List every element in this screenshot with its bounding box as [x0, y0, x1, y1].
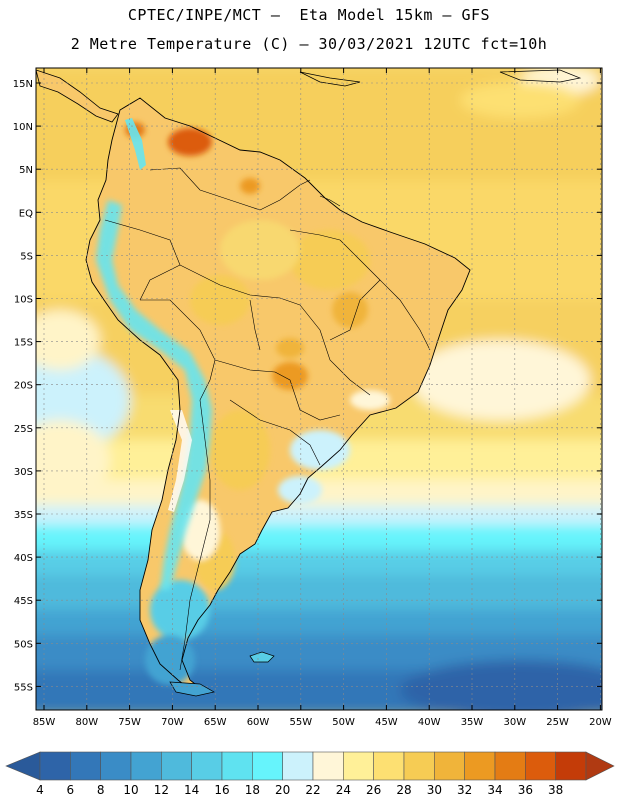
latitude-label: 15S: [14, 338, 33, 349]
colorbar-label: 24: [336, 783, 351, 797]
longitude-label: 70W: [161, 717, 184, 728]
graticule: [36, 68, 602, 710]
colorbar-label: 32: [457, 783, 472, 797]
colorbar-swatch: [282, 751, 314, 781]
colorbar-swatch: [161, 751, 192, 781]
map-title-line-1: CPTEC/INPE/MCT – Eta Model 15km – GFS: [127, 6, 491, 24]
longitude-label: 25W: [546, 717, 569, 728]
colorbar-swatch: [70, 751, 101, 781]
colorbar-swatch: [373, 751, 405, 781]
colorbar-swatch: [525, 751, 556, 781]
longitude-label: 20W: [589, 717, 612, 728]
latitude-label: 10N: [13, 122, 33, 133]
colorbar-swatch: [434, 751, 465, 781]
longitude-label: 55W: [289, 717, 312, 728]
colorbar-swatch: [252, 751, 283, 781]
colorbar-swatch: [191, 751, 223, 781]
latitude-label: 30S: [14, 467, 33, 478]
colorbar-label: 26: [366, 783, 381, 797]
colorbar-label: 38: [548, 783, 563, 797]
colorbar-swatch: [100, 751, 132, 781]
colorbar-swatch: [39, 751, 71, 781]
colorbar-swatch: [130, 751, 162, 781]
colorbar-label: 36: [518, 783, 533, 797]
colorbar-label: 18: [245, 783, 260, 797]
colorbar-label: 12: [154, 783, 169, 797]
latitude-label: EQ: [19, 208, 33, 219]
latitude-label: 5S: [20, 251, 33, 262]
longitude-label: 30W: [503, 717, 526, 728]
country-borders: [104, 167, 431, 671]
longitude-label: 40W: [418, 717, 441, 728]
latitude-label: 45S: [14, 596, 33, 607]
longitude-label: 35W: [461, 717, 484, 728]
colorbar-label: 8: [97, 783, 105, 797]
colorbar-high-arrow: [585, 751, 615, 781]
latitude-label: 20S: [14, 381, 33, 392]
colorbar-low-arrow: [5, 751, 41, 781]
longitude-label: 80W: [75, 717, 98, 728]
colorbar-swatch: [494, 751, 526, 781]
longitude-label: 50W: [332, 717, 355, 728]
latitude-label: 15N: [13, 79, 33, 90]
colorbar-label: 34: [487, 783, 502, 797]
colorbar: 4 6 8 10 12 14 16 18 20 22 24 26 28 30 32 34 36 38: [5, 751, 615, 797]
latitude-label: 25S: [14, 424, 33, 435]
temperature-field: [36, 68, 602, 710]
colorbar-label: 30: [427, 783, 442, 797]
latitude-label: 55S: [14, 682, 33, 693]
colorbar-swatch: [403, 751, 435, 781]
map-frame: [35, 67, 603, 711]
colorbar-swatch: [312, 751, 344, 781]
colorbar-label: 20: [275, 783, 290, 797]
latitude-label: 40S: [14, 553, 33, 564]
map-title-line-2: 2 Metre Temperature (C) – 30/03/2021 12U…: [70, 35, 548, 53]
longitude-label: 65W: [204, 717, 227, 728]
colorbar-label: 28: [396, 783, 411, 797]
colorbar-swatch: [343, 751, 374, 781]
colorbar-swatch: [221, 751, 253, 781]
colorbar-label: 6: [67, 783, 75, 797]
latitude-label: 35S: [14, 510, 33, 521]
colorbar-swatch: [555, 751, 587, 781]
colorbar-swatch: [464, 751, 496, 781]
longitude-label: 45W: [375, 717, 398, 728]
latitude-label: 5N: [19, 165, 33, 176]
andes-cold-band: [96, 200, 212, 590]
longitude-label: 60W: [247, 717, 270, 728]
latitude-label: 10S: [14, 295, 33, 306]
colorbar-label: 4: [36, 783, 44, 797]
colorbar-label: 14: [184, 783, 199, 797]
colorbar-label: 10: [123, 783, 138, 797]
longitude-label: 85W: [33, 717, 56, 728]
colorbar-label: 16: [214, 783, 229, 797]
coastline: [85, 97, 471, 695]
colorbar-label: 22: [305, 783, 320, 797]
latitude-label: 50S: [14, 639, 33, 650]
longitude-label: 75W: [118, 717, 141, 728]
